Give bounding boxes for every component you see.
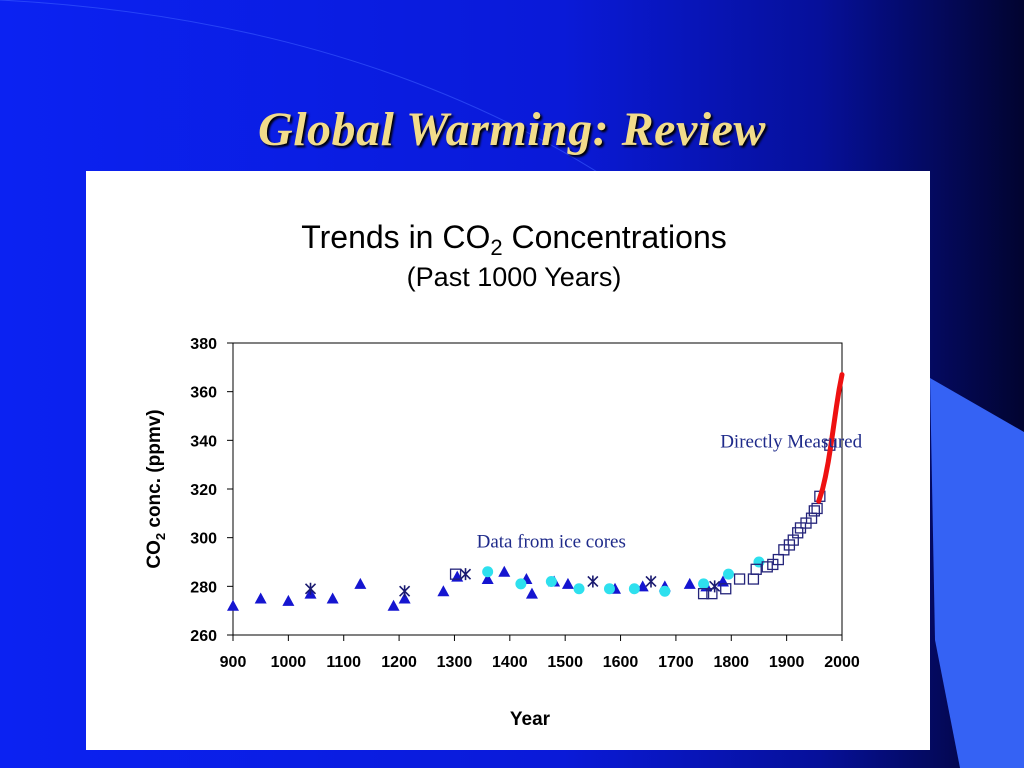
- y-tick-label: 340: [190, 433, 217, 450]
- star-point: [587, 575, 599, 588]
- circle-point: [515, 578, 527, 590]
- triangle-point: [387, 599, 400, 611]
- triangle-point: [326, 592, 339, 604]
- star-point: [645, 575, 657, 588]
- triangle-point: [561, 577, 574, 589]
- x-tick-label: 1500: [547, 654, 583, 671]
- triangle-point: [282, 594, 295, 606]
- circle-point: [603, 583, 615, 595]
- x-tick-label: 1200: [381, 654, 417, 671]
- circle-point: [723, 568, 735, 580]
- annotations: Data from ice cores Directly Measured: [477, 432, 863, 553]
- circle-point: [628, 583, 640, 595]
- circle-point: [482, 566, 494, 578]
- chart-title: Trends in CO2 Concentrations: [301, 219, 726, 260]
- slide-title: Global Warming: Review: [258, 103, 766, 156]
- x-tick-label: 1800: [713, 654, 749, 671]
- star-point: [399, 585, 411, 598]
- x-tick-label: 1700: [658, 654, 694, 671]
- square-point: [750, 563, 762, 575]
- x-tick-label: 1100: [326, 654, 361, 671]
- circle-point: [545, 575, 557, 587]
- circle-point: [659, 585, 671, 597]
- square-point: [697, 587, 710, 600]
- triangle-point: [227, 599, 239, 611]
- x-tick-label: 1600: [603, 654, 639, 671]
- triangle-point: [437, 585, 450, 597]
- triangle-point: [254, 592, 267, 604]
- data-marks: [227, 372, 845, 611]
- x-tick-label: 1400: [492, 654, 528, 671]
- square-point: [706, 587, 718, 600]
- star-point: [304, 582, 317, 595]
- axes: 900 1000 1100 1200 1300 1400 1500 1600 1700 1800 1…: [190, 336, 860, 671]
- x-axis-label: Year: [510, 709, 551, 730]
- square-point: [808, 505, 820, 517]
- square-point: [720, 583, 732, 595]
- y-tick-label: 320: [190, 482, 217, 499]
- y-tick-label: 280: [190, 579, 217, 596]
- triangle-point: [451, 570, 464, 582]
- x-tick-label: 1900: [769, 654, 805, 671]
- square-point: [449, 568, 462, 580]
- circle-point: [573, 583, 585, 595]
- measured-co2-line: [816, 372, 845, 504]
- x-tick-label: 1300: [437, 654, 473, 671]
- triangle-point: [398, 592, 411, 604]
- decorative-arc: [0, 0, 641, 201]
- x-tick-label: 2000: [824, 654, 860, 671]
- star-point: [709, 580, 721, 593]
- triangle-point: [683, 577, 696, 589]
- y-axis-label: CO2 conc. (ppmv): [144, 409, 168, 568]
- star-point: [459, 568, 472, 581]
- y-tick-label: 260: [190, 628, 217, 645]
- y-tick-label: 380: [190, 336, 217, 353]
- square-point: [733, 573, 746, 585]
- chart-panel: Trends in CO2 Concentrations (Past 1000 …: [86, 171, 930, 750]
- co2-chart: Trends in CO2 Concentrations (Past 1000 …: [144, 219, 863, 730]
- triangle-point: [498, 565, 511, 577]
- x-tick-label: 900: [220, 654, 247, 671]
- square-point: [811, 502, 823, 515]
- triangle-point: [354, 577, 367, 589]
- chart-subtitle: (Past 1000 Years): [407, 262, 622, 292]
- annotation-label: Directly Measured: [720, 432, 862, 453]
- annotation-label: Data from ice cores: [477, 531, 626, 552]
- y-tick-label: 360: [190, 385, 217, 402]
- square-point: [747, 573, 760, 585]
- triangle-point: [525, 587, 538, 599]
- triangle-point: [481, 573, 494, 585]
- decorative-wedge: [930, 378, 1024, 768]
- x-tick-label: 1000: [271, 654, 307, 671]
- circle-point: [698, 578, 710, 590]
- plot-area: [232, 342, 843, 636]
- y-tick-label: 300: [190, 531, 217, 548]
